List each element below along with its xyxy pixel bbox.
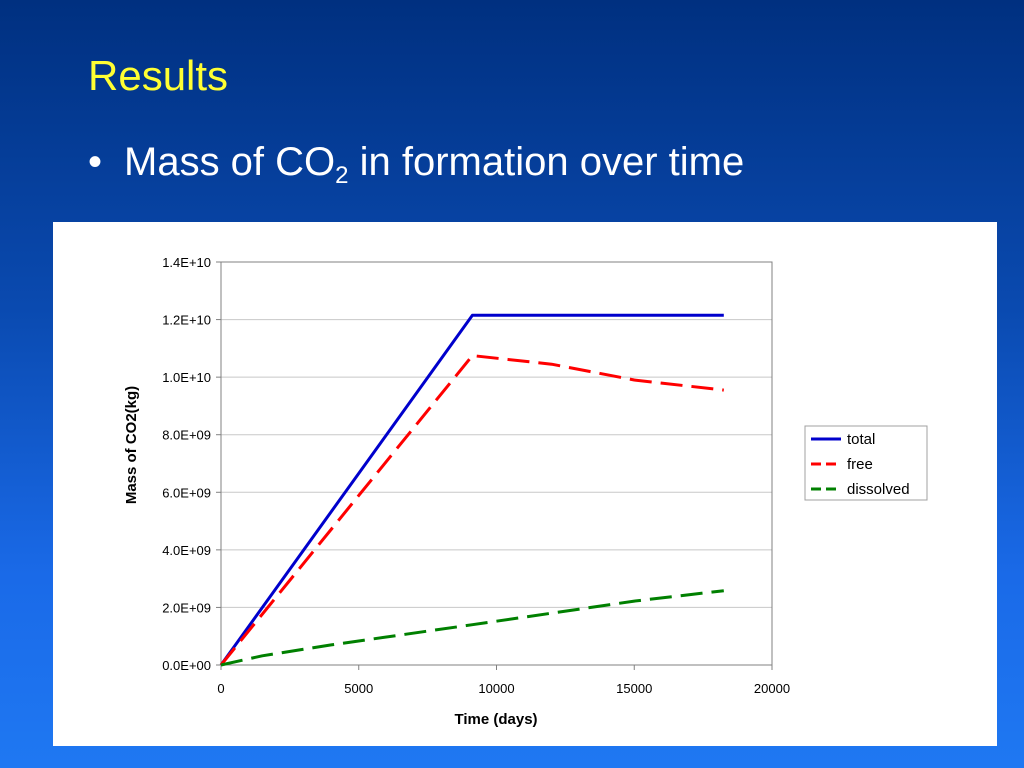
grid-lines bbox=[221, 319, 772, 608]
y-axis-label: Mass of CO2(kg) bbox=[123, 386, 140, 504]
legend: total free dissolved bbox=[804, 425, 928, 501]
x-tick-label: 0 bbox=[217, 681, 224, 696]
y-tick-label: 1.4E+10 bbox=[162, 255, 211, 270]
slide-title: Results bbox=[88, 52, 229, 99]
plot-area bbox=[220, 261, 773, 666]
x-tick-label: 15000 bbox=[616, 681, 652, 696]
series-line-total bbox=[219, 313, 724, 666]
legend-label-free: free bbox=[847, 456, 873, 473]
legend-label-total: total bbox=[847, 431, 875, 448]
legend-box bbox=[804, 425, 928, 501]
series-lines bbox=[219, 313, 724, 667]
y-tick-label: 0.0E+00 bbox=[162, 658, 211, 673]
y-tick-label: 2.0E+09 bbox=[162, 600, 211, 615]
x-axis-ticks: 0 5000 10000 15000 20000 bbox=[217, 665, 790, 696]
y-tick-label: 4.0E+09 bbox=[162, 543, 211, 558]
bullet-item: • Mass of CO2 in formation over time bbox=[88, 140, 744, 190]
x-tick-label: 10000 bbox=[478, 681, 514, 696]
y-tick-label: 8.0E+09 bbox=[162, 428, 211, 443]
y-tick-label: 1.2E+10 bbox=[162, 313, 211, 328]
bullet-text-before: Mass of CO bbox=[124, 140, 336, 184]
bullet-text-after: in formation over time bbox=[348, 140, 745, 184]
bullet-dot: • bbox=[88, 140, 103, 184]
x-tick-label: 20000 bbox=[754, 681, 790, 696]
chart-panel: 0.0E+00 2.0E+09 4.0E+09 6.0E+09 8.0E+09 1.0E+… bbox=[53, 222, 997, 746]
y-axis-ticks: 0.0E+00 2.0E+09 4.0E+09 6.0E+09 8.0E+09 1.0E+… bbox=[162, 255, 221, 673]
y-tick-label: 6.0E+09 bbox=[162, 485, 211, 500]
x-tick-label: 5000 bbox=[344, 681, 373, 696]
y-tick-label: 1.0E+10 bbox=[162, 370, 211, 385]
series-line-dissolved bbox=[220, 589, 724, 667]
line-chart: 0.0E+00 2.0E+09 4.0E+09 6.0E+09 8.0E+09 1.0E+… bbox=[123, 255, 928, 728]
bullet-subscript: 2 bbox=[335, 162, 349, 189]
legend-label-dissolved: dissolved bbox=[847, 481, 910, 498]
series-line-free bbox=[219, 354, 724, 666]
x-axis-label: Time (days) bbox=[454, 711, 537, 728]
